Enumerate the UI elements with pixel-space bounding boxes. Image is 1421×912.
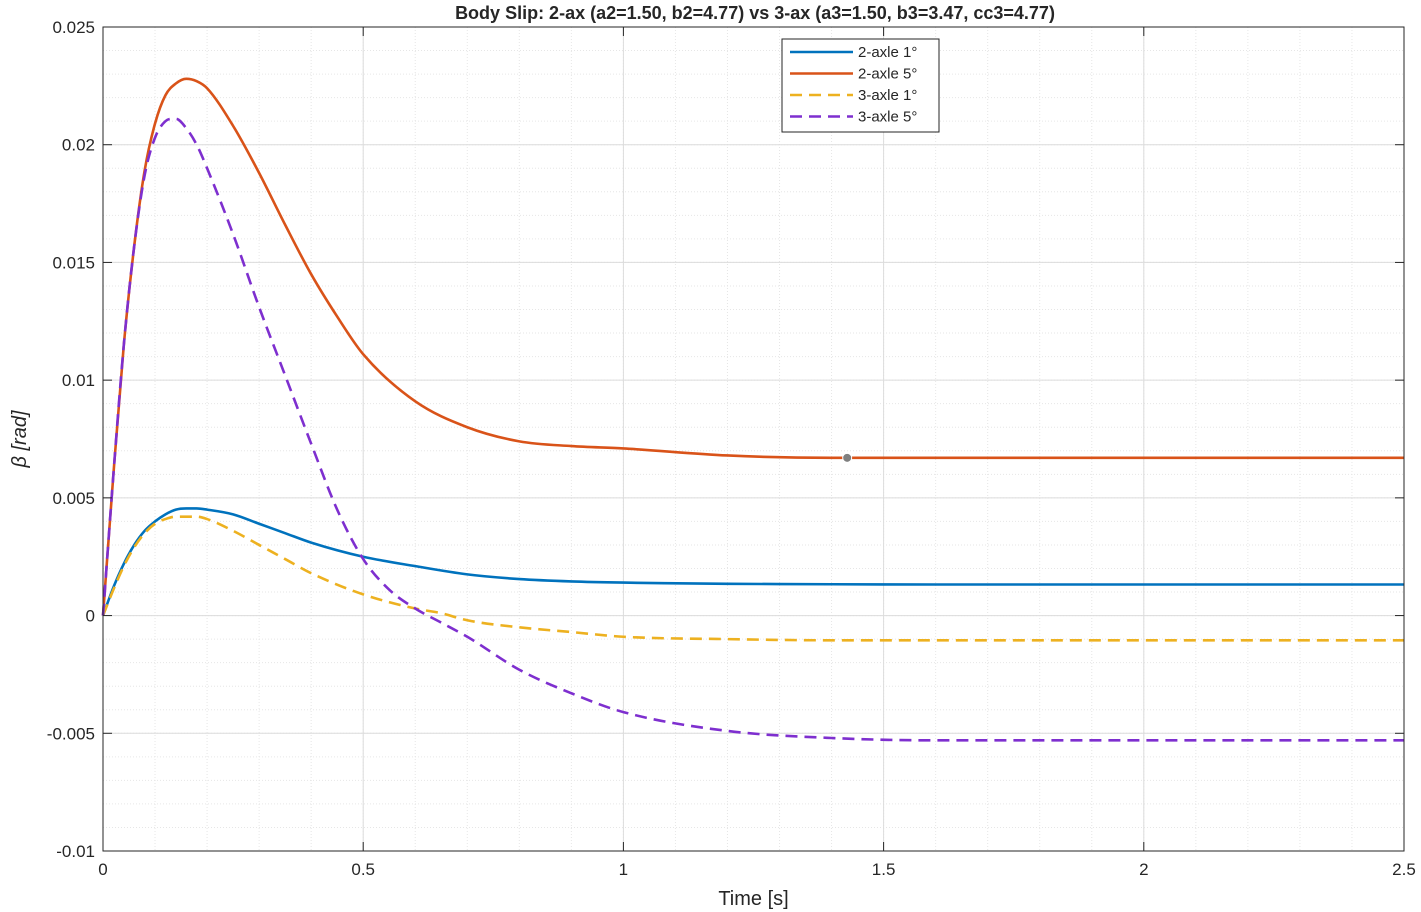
y-tick-label: 0.025 (52, 18, 95, 37)
data-tip-marker[interactable] (842, 452, 853, 463)
plot-area (103, 27, 1404, 851)
series-layer (101, 77, 1404, 742)
legend: 2-axle 1° 2-axle 5° 3-axle 1° 3-axle 5° (781, 38, 940, 133)
y-tick-label: 0.005 (52, 489, 95, 508)
x-tick-label: 0 (98, 860, 107, 879)
y-tick-label: -0.005 (47, 724, 95, 743)
legend-label: 3-axle 5° (858, 109, 917, 126)
x-tick-label: 2 (1139, 860, 1148, 879)
y-tick-label: 0 (86, 607, 95, 626)
y-tick-label: 0.015 (52, 253, 95, 272)
x-tick-label: 1.5 (872, 860, 896, 879)
legend-label: 2-axle 1° (858, 44, 917, 61)
legend-label: 3-axle 1° (858, 87, 917, 104)
legend-box (781, 38, 940, 133)
y-tick-labels: -0.01 -0.005 0 0.005 0.01 0.015 0.02 0.025 (47, 18, 95, 861)
series-line-2-axle-5- (101, 77, 1404, 616)
ticks (102, 26, 1405, 852)
chart-title: Body Slip: 2-ax (a2=1.50, b2=4.77) vs 3-… (455, 3, 1055, 23)
series-line-3-axle-1- (101, 515, 1404, 642)
plot-border (102, 26, 1405, 852)
x-axis-label: Time [s] (718, 888, 788, 910)
x-tick-labels: 0 0.5 1 1.5 2 2.5 (98, 860, 1416, 879)
y-tick-label: -0.01 (56, 842, 95, 861)
y-tick-label: 0.02 (62, 136, 95, 155)
y-tick-label: 0.01 (62, 371, 95, 390)
series-line-2-axle-1- (101, 507, 1404, 617)
x-tick-label: 0.5 (351, 860, 375, 879)
x-tick-label: 2.5 (1392, 860, 1416, 879)
x-tick-label: 1 (619, 860, 628, 879)
legend-label: 2-axle 5° (858, 66, 917, 83)
series-line-3-axle-5- (101, 117, 1404, 742)
y-axis-label: β [rad] (9, 410, 31, 468)
